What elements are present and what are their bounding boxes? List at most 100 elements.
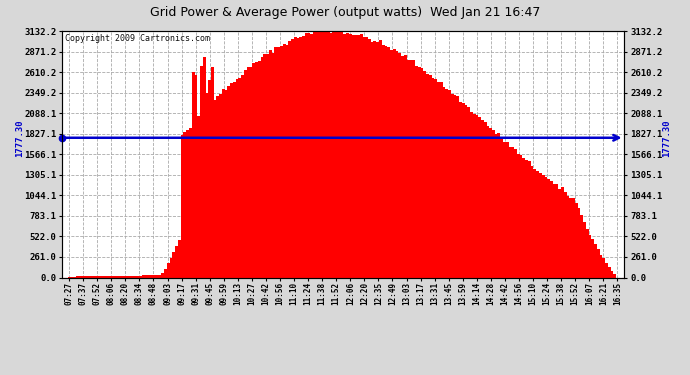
Bar: [442, 87, 445, 278]
Bar: [437, 82, 440, 278]
Bar: [497, 134, 500, 278]
Bar: [492, 130, 495, 278]
Bar: [275, 48, 277, 278]
Bar: [379, 40, 382, 278]
Bar: [558, 189, 561, 278]
Bar: [365, 38, 368, 278]
Bar: [269, 50, 272, 278]
Bar: [106, 276, 109, 278]
Bar: [340, 32, 344, 278]
Bar: [112, 276, 115, 278]
Bar: [415, 66, 417, 278]
Bar: [572, 198, 575, 278]
Bar: [175, 246, 178, 278]
Bar: [470, 112, 473, 278]
Bar: [197, 116, 200, 278]
Bar: [307, 33, 310, 278]
Bar: [343, 34, 346, 278]
Bar: [428, 75, 431, 278]
Bar: [591, 239, 594, 278]
Bar: [128, 276, 131, 278]
Bar: [250, 67, 253, 278]
Bar: [569, 198, 572, 278]
Bar: [208, 80, 211, 278]
Bar: [76, 276, 79, 278]
Bar: [131, 276, 134, 278]
Bar: [393, 49, 396, 278]
Bar: [445, 88, 448, 278]
Bar: [473, 114, 475, 278]
Bar: [184, 132, 186, 278]
Bar: [586, 229, 589, 278]
Bar: [594, 244, 597, 278]
Bar: [533, 169, 536, 278]
Bar: [517, 154, 520, 278]
Bar: [84, 276, 87, 278]
Bar: [230, 83, 233, 278]
Bar: [98, 276, 101, 278]
Bar: [326, 32, 330, 278]
Bar: [186, 130, 189, 278]
Bar: [346, 33, 349, 278]
Bar: [244, 70, 247, 278]
Bar: [600, 255, 602, 278]
Bar: [489, 128, 492, 278]
Bar: [401, 56, 404, 278]
Bar: [203, 57, 206, 278]
Bar: [115, 276, 117, 278]
Bar: [475, 115, 478, 278]
Bar: [420, 68, 423, 278]
Bar: [299, 37, 302, 278]
Bar: [337, 32, 341, 278]
Bar: [283, 44, 286, 278]
Bar: [81, 276, 84, 278]
Bar: [233, 82, 236, 278]
Bar: [580, 215, 583, 278]
Bar: [462, 102, 464, 278]
Bar: [440, 82, 442, 278]
Bar: [167, 263, 170, 278]
Text: 1777.30: 1777.30: [15, 119, 24, 157]
Bar: [239, 78, 241, 278]
Bar: [219, 94, 222, 278]
Bar: [236, 79, 239, 278]
Bar: [390, 50, 393, 278]
Bar: [222, 89, 225, 278]
Bar: [134, 276, 137, 278]
Bar: [79, 276, 81, 278]
Bar: [159, 275, 161, 278]
Bar: [520, 154, 522, 278]
Bar: [164, 268, 167, 278]
Bar: [277, 46, 280, 278]
Bar: [536, 171, 539, 278]
Bar: [550, 181, 553, 278]
Bar: [555, 184, 558, 278]
Bar: [170, 258, 172, 278]
Bar: [318, 31, 322, 278]
Bar: [395, 51, 399, 278]
Bar: [373, 41, 377, 278]
Bar: [217, 96, 219, 278]
Bar: [351, 35, 355, 278]
Bar: [484, 123, 486, 278]
Bar: [192, 72, 195, 278]
Bar: [161, 273, 164, 278]
Bar: [589, 235, 591, 278]
Bar: [172, 252, 175, 278]
Bar: [247, 67, 250, 278]
Bar: [448, 90, 451, 278]
Bar: [206, 93, 208, 278]
Bar: [181, 135, 184, 278]
Bar: [522, 158, 525, 278]
Bar: [486, 126, 489, 278]
Bar: [296, 38, 299, 278]
Bar: [264, 54, 266, 278]
Bar: [431, 78, 434, 278]
Bar: [332, 31, 335, 278]
Bar: [528, 161, 531, 278]
Bar: [371, 42, 374, 278]
Bar: [376, 42, 380, 278]
Bar: [255, 62, 258, 278]
Bar: [357, 35, 360, 278]
Bar: [70, 277, 73, 278]
